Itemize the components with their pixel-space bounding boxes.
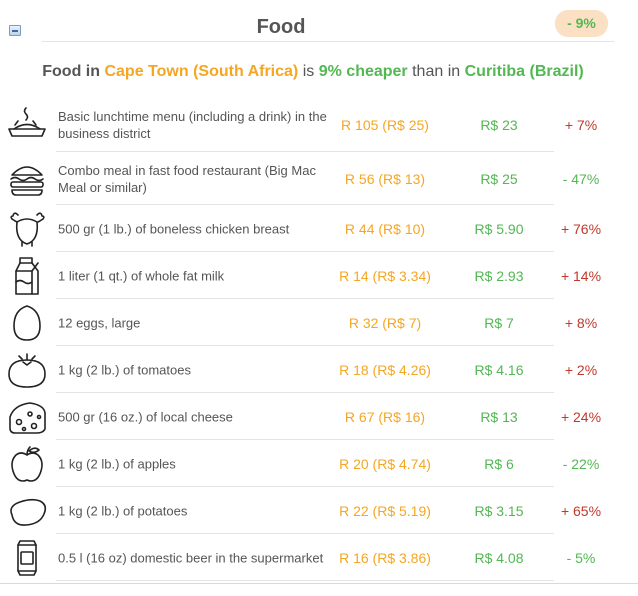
table-row: 1 kg (2 lb.) of tomatoes R 18 (R$ 4.26) … bbox=[0, 346, 638, 393]
price-city-a: R 22 (R$ 5.19) bbox=[339, 502, 431, 519]
item-name: 1 kg (2 lb.) of potatoes bbox=[58, 503, 188, 518]
item-name: 0.5 l (16 oz) domestic beer in the super… bbox=[58, 550, 324, 565]
table-row: 0.5 l (16 oz) domestic beer in the super… bbox=[0, 534, 638, 581]
milk-carton-icon bbox=[6, 256, 48, 296]
price-table: Basic lunchtime menu (including a drink)… bbox=[0, 98, 638, 581]
item-name: 12 eggs, large bbox=[58, 315, 141, 330]
divider bbox=[56, 251, 554, 252]
summary-than: than in bbox=[412, 63, 461, 80]
price-city-b: R$ 13 bbox=[480, 408, 518, 425]
price-city-a: R 16 (R$ 3.86) bbox=[339, 549, 431, 566]
price-city-b: R$ 4.16 bbox=[474, 361, 524, 378]
price-city-b: R$ 23 bbox=[480, 117, 518, 133]
item-name: 500 gr (1 lb.) of boneless chicken breas… bbox=[58, 221, 290, 236]
price-city-a: R 67 (R$ 16) bbox=[344, 408, 426, 425]
price-difference: + 2% bbox=[564, 361, 598, 378]
price-city-b: R$ 7 bbox=[484, 314, 514, 331]
divider bbox=[56, 486, 554, 487]
lunch-tray-icon bbox=[6, 105, 48, 145]
divider bbox=[56, 151, 554, 152]
apple-icon bbox=[6, 444, 48, 484]
price-city-b: R$ 3.15 bbox=[474, 502, 524, 519]
price-difference: - 47% bbox=[562, 170, 600, 187]
summary-prefix: Food in bbox=[42, 63, 101, 80]
price-difference: - 22% bbox=[562, 455, 600, 472]
comparison-summary: Food in Cape Town (South Africa) is 9% c… bbox=[0, 63, 626, 81]
table-row: 500 gr (1 lb.) of boneless chicken breas… bbox=[0, 205, 638, 252]
divider bbox=[42, 41, 614, 42]
price-city-b: R$ 5.90 bbox=[474, 220, 524, 237]
price-city-a: R 105 (R$ 25) bbox=[341, 117, 429, 133]
city-a-name: Cape Town (South Africa) bbox=[104, 63, 299, 80]
beer-can-icon bbox=[6, 538, 48, 578]
difference-badge: - 9% bbox=[555, 10, 608, 37]
table-row: Combo meal in fast food restaurant (Big … bbox=[0, 152, 638, 205]
table-row: Basic lunchtime menu (including a drink)… bbox=[0, 98, 638, 152]
cheese-icon bbox=[6, 397, 48, 437]
price-city-b: R$ 2.93 bbox=[474, 267, 524, 284]
item-name: 1 liter (1 qt.) of whole fat milk bbox=[58, 268, 225, 283]
price-city-a: R 20 (R$ 4.74) bbox=[339, 455, 431, 472]
table-row: 1 liter (1 qt.) of whole fat milk R 14 (… bbox=[0, 252, 638, 299]
tomato-icon bbox=[6, 350, 48, 390]
item-name: 500 gr (16 oz.) of local cheese bbox=[58, 409, 233, 424]
divider bbox=[56, 298, 554, 299]
item-name: 1 kg (2 lb.) of apples bbox=[58, 456, 176, 471]
potato-icon bbox=[6, 491, 48, 531]
price-difference: + 76% bbox=[560, 220, 602, 237]
table-row: 1 kg (2 lb.) of apples R 20 (R$ 4.74) R$… bbox=[0, 440, 638, 487]
price-city-b: R$ 6 bbox=[484, 455, 514, 472]
price-difference: + 14% bbox=[560, 267, 602, 284]
divider bbox=[56, 204, 554, 205]
divider bbox=[56, 439, 554, 440]
burger-icon bbox=[6, 159, 48, 199]
price-difference: + 8% bbox=[564, 314, 598, 331]
chicken-icon bbox=[6, 209, 48, 249]
price-city-a: R 32 (R$ 7) bbox=[348, 314, 422, 331]
summary-difference: 9% cheaper bbox=[318, 63, 408, 80]
item-name: 1 kg (2 lb.) of tomatoes bbox=[58, 362, 191, 377]
price-city-a: R 44 (R$ 10) bbox=[344, 220, 426, 237]
item-name: Combo meal in fast food restaurant (Big … bbox=[58, 162, 316, 195]
divider bbox=[56, 580, 554, 581]
table-row: 500 gr (16 oz.) of local cheese R 67 (R$… bbox=[0, 393, 638, 440]
city-b-name: Curitiba (Brazil) bbox=[464, 63, 584, 80]
price-difference: - 5% bbox=[566, 549, 596, 566]
table-row: 12 eggs, large R 32 (R$ 7) R$ 7 + 8% bbox=[0, 299, 638, 346]
divider bbox=[56, 392, 554, 393]
divider bbox=[56, 533, 554, 534]
collapse-icon[interactable] bbox=[9, 25, 21, 36]
price-city-b: R$ 25 bbox=[480, 170, 518, 187]
price-city-a: R 14 (R$ 3.34) bbox=[339, 267, 431, 284]
price-difference: + 7% bbox=[564, 117, 598, 133]
price-city-b: R$ 4.08 bbox=[474, 549, 524, 566]
price-city-a: R 56 (R$ 13) bbox=[344, 170, 426, 187]
egg-icon bbox=[6, 303, 48, 343]
section-header: Food - 9% bbox=[0, 0, 638, 42]
section-bottom-border bbox=[0, 583, 638, 584]
price-city-a: R 18 (R$ 4.26) bbox=[339, 361, 431, 378]
table-row: 1 kg (2 lb.) of potatoes R 22 (R$ 5.19) … bbox=[0, 487, 638, 534]
section-title: Food bbox=[256, 16, 306, 38]
item-name: Basic lunchtime menu (including a drink)… bbox=[58, 109, 327, 141]
divider bbox=[56, 345, 554, 346]
summary-verb: is bbox=[302, 63, 315, 80]
price-difference: + 24% bbox=[560, 408, 602, 425]
price-difference: + 65% bbox=[560, 502, 602, 519]
